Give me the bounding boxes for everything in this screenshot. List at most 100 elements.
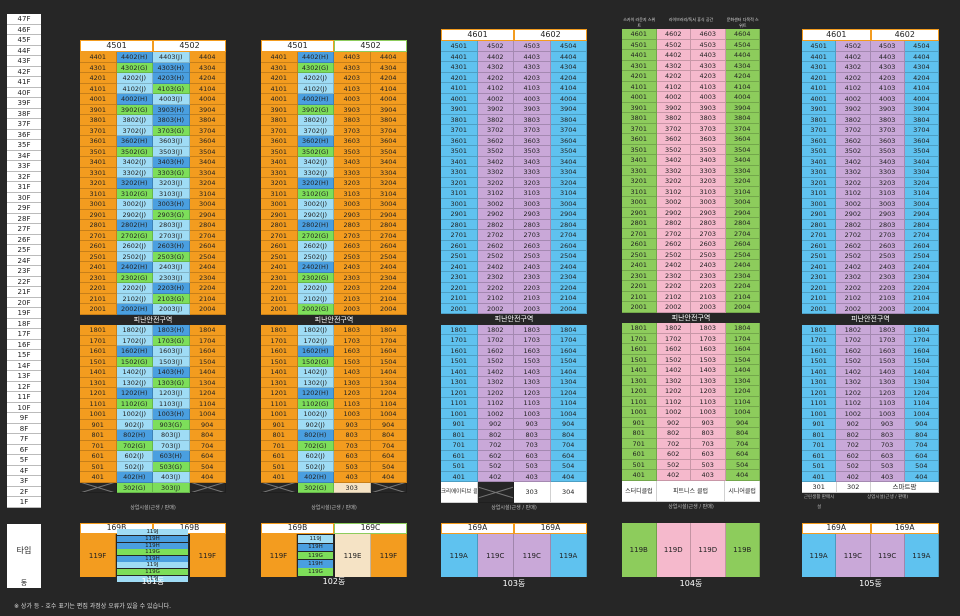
unit-cell: 1101 <box>441 398 478 409</box>
floor-label: 22F <box>7 276 41 287</box>
floor-row: 801 802(H) 803 804 <box>261 430 407 441</box>
floor-row: 1601 1602 1603 1604 <box>802 345 939 356</box>
unit-cell: 1202(H) <box>297 388 334 399</box>
unit-cell: 1504 <box>370 356 407 367</box>
unit-cell: 2601 <box>261 241 298 252</box>
unit-cell: 2802 <box>656 218 691 229</box>
unit-cell: 2403 <box>334 262 371 273</box>
floor-row: 3201 3202 3203 3204 <box>441 177 587 188</box>
unit-cell: 3802(J) <box>116 115 153 126</box>
floor-row: 3001 3002(J) 3003 3004 <box>261 199 407 210</box>
unit-cell: 4104 <box>189 83 226 94</box>
unit-cell: 3404 <box>904 156 939 167</box>
floor-row: 1601 1602(H) 1603 1604 <box>261 346 407 357</box>
unit-cell: 3001 <box>441 198 478 209</box>
unit-cell: 1301 <box>80 377 117 388</box>
unit-cell: 1002(J) <box>297 409 334 420</box>
unit-cell: 3102(G) <box>297 188 334 199</box>
type-block-105: 169A 169A 119A 119C 119C 119A 105동 <box>802 523 939 589</box>
unit-cell: 1504 <box>904 356 939 367</box>
unit-cell: 802 <box>656 428 691 439</box>
floor-row: 3501 3502 3503 3504 <box>802 146 939 157</box>
floor-label: 10F <box>7 402 41 413</box>
unit-cell: 803(J) <box>153 430 190 441</box>
floor-row: 4101 4102 4103 4104 <box>802 83 939 94</box>
floor-row: 2901 2902 2903 2904 <box>441 209 587 220</box>
floor-row: 3601 3602 3603 3604 <box>441 135 587 146</box>
floor-row: 1501 1502(G) 1503(J) 1504 <box>80 356 226 367</box>
floor-label: 31F <box>7 182 41 193</box>
unit-cell: 3801 <box>441 114 478 125</box>
unit-cell: 1302 <box>477 377 514 388</box>
lower-floors: 1801 1802(J) 1803 1804 1701 1702(J) 1703 1704 16… <box>261 325 407 483</box>
unit-cell: 3202(H) <box>116 178 153 189</box>
floor-row: 3801 3802 3803 3804 <box>802 114 939 125</box>
floor-row: 1701 1702(J) 1703(G) 1704 <box>80 335 226 346</box>
header-cell: 4501 <box>261 40 334 52</box>
unit-cell: 4401 <box>80 52 117 63</box>
floor-row: 4501 4502 4503 4504 <box>441 41 587 52</box>
unit-cell: 1004 <box>550 408 587 419</box>
unit-cell: 1101 <box>622 396 657 407</box>
floor-row: 401 402 403 404 <box>441 471 587 482</box>
floor-label: 41F <box>7 77 41 88</box>
commercial-label: 상업시설(근생 / 판매) <box>668 503 714 510</box>
unit-cell: 1601 <box>261 346 298 357</box>
unit-cell: 4204 <box>904 72 939 83</box>
floor-row: 1401 1402 1403 1404 <box>622 365 760 376</box>
header-cell: 4602 <box>514 29 587 41</box>
unit-cell: 4001 <box>441 93 478 104</box>
floor-label: 30F <box>7 192 41 203</box>
floor-row: 4601 4602 4603 4604 <box>622 29 760 40</box>
type-subcell: 119J <box>117 562 188 569</box>
floor-row: 3301 3302 3303 3304 <box>622 165 760 176</box>
dong-label: 103동 <box>502 579 526 588</box>
unit-cell: 1204 <box>550 387 587 398</box>
unit-cell: 2204 <box>550 282 587 293</box>
unit-cell: 3702 <box>656 123 691 134</box>
unit-cell: 3803(H) <box>153 115 190 126</box>
unit-cell: 2704 <box>725 228 760 239</box>
unit-cell: 1001 <box>80 409 117 420</box>
unit-cell: 2903 <box>334 209 371 220</box>
floor-label: 2F <box>7 486 41 497</box>
type-header: 169A 169A <box>802 523 939 534</box>
floor-label: 12F <box>7 381 41 392</box>
unit-cell: 4201 <box>441 72 478 83</box>
unit-cell: 4201 <box>80 73 117 84</box>
floor-row: 3401 3402 3403 3404 <box>622 155 760 166</box>
floor-row: 3701 3702 3703 3704 <box>441 125 587 136</box>
unit-cell: 704 <box>725 438 760 449</box>
unit-cell: 1303 <box>514 377 551 388</box>
unit-cell: 3103 <box>514 188 551 199</box>
unit-cell: 3103 <box>870 188 905 199</box>
floor-row: 2601 2602 2603 2604 <box>622 239 760 250</box>
unit-cell: 3501 <box>622 144 657 155</box>
unit-cell: 501 <box>622 459 657 470</box>
floor-row: 1701 1702 1703 1704 <box>622 333 760 344</box>
type-subcell: 119G <box>117 568 188 575</box>
floor-label: 46F <box>7 24 41 35</box>
unit-cell: 3901 <box>80 104 117 115</box>
unit-cell: 2803(J) <box>153 220 190 231</box>
unit-cell: 1501 <box>261 356 298 367</box>
unit-cell: 1601 <box>441 345 478 356</box>
floor-row: 3201 3202 3203 3204 <box>622 176 760 187</box>
unit-cell: 1604 <box>370 346 407 357</box>
unit-cell: 1703 <box>514 335 551 346</box>
unit-cell: 2104 <box>725 291 760 302</box>
unit-cell: 4504 <box>725 39 760 50</box>
unit-cell: 3804 <box>550 114 587 125</box>
unit-cell: 403(J) <box>153 472 190 483</box>
unit-cell: 402 <box>836 471 871 482</box>
unit-cell: 2903 <box>691 207 726 218</box>
unit-cell: 3804 <box>189 115 226 126</box>
unit-cell: 3702 <box>477 125 514 136</box>
unit-cell: 903 <box>514 419 551 430</box>
floor-row: 1701 1702 1703 1704 <box>441 335 587 346</box>
unit-cell: 1803 <box>870 324 905 335</box>
unit-cell: 4103 <box>870 83 905 94</box>
unit-cell: 3902 <box>477 104 514 115</box>
type-cell: 119F <box>371 534 407 577</box>
unit-cell: 401 <box>802 471 837 482</box>
